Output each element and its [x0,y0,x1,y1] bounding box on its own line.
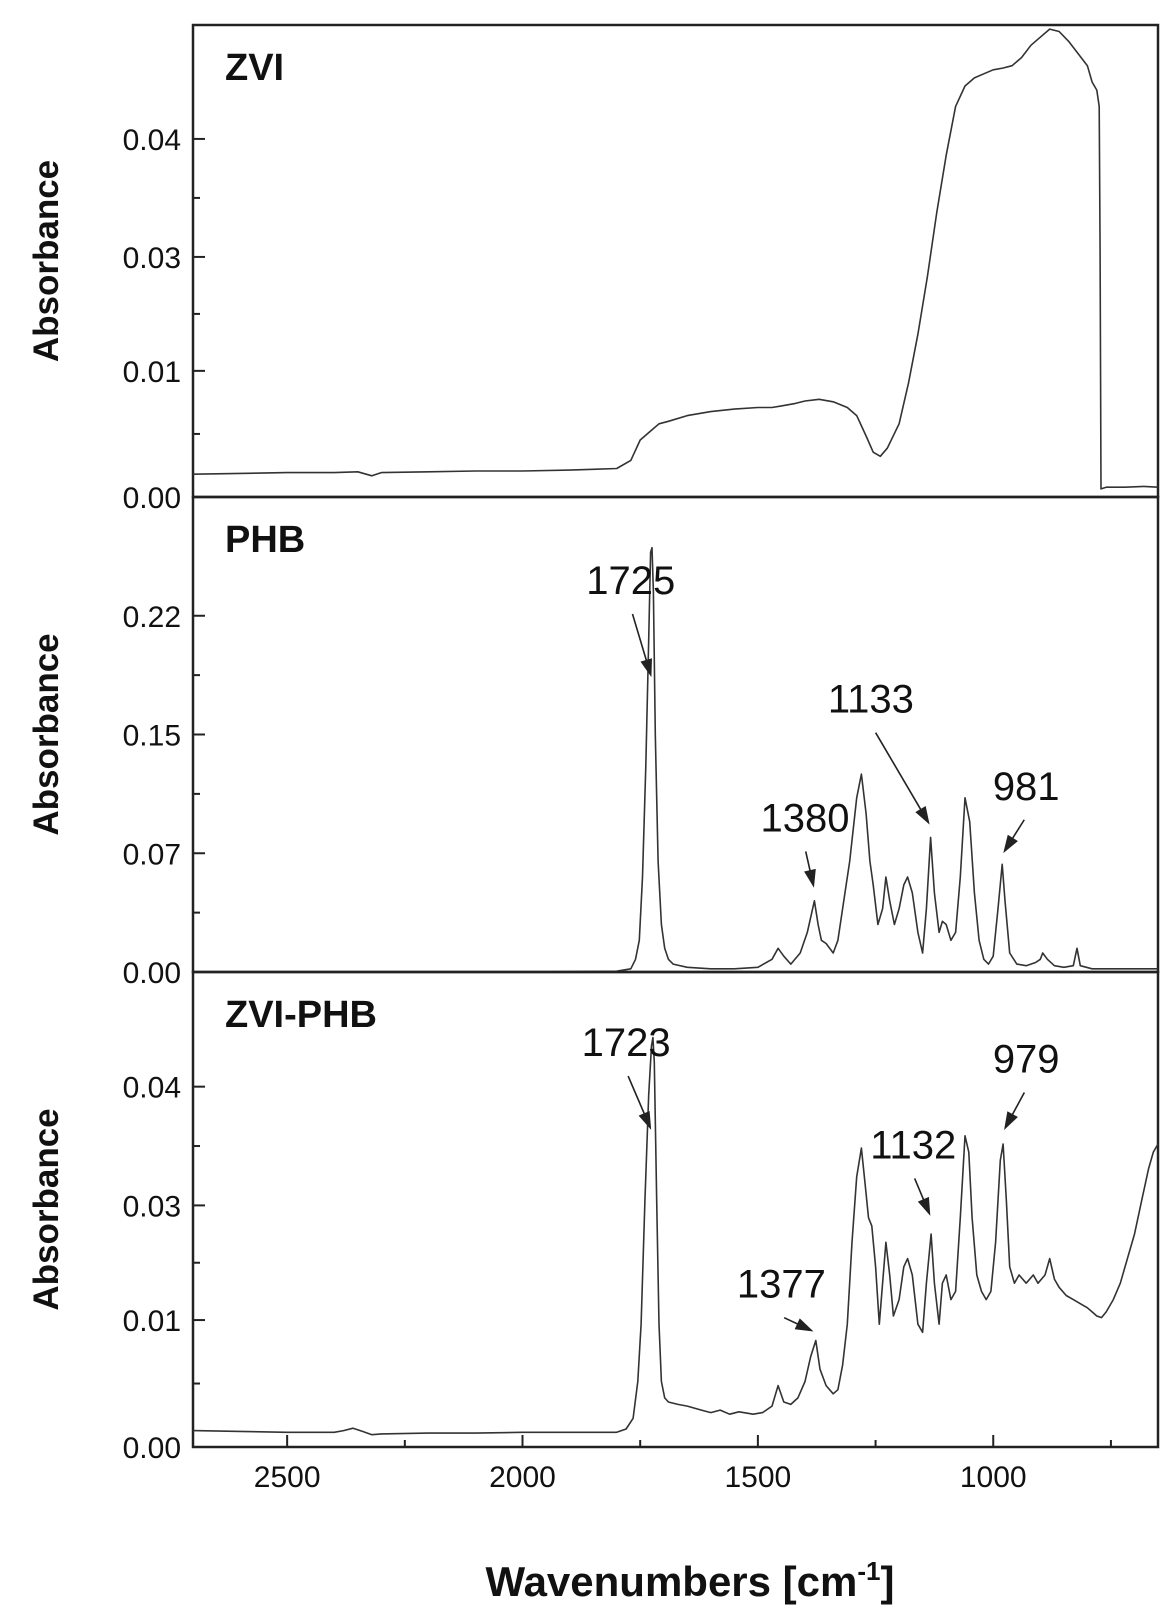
panel-phb: 0.00 0.07 0.15 0.22 Absorbance PHB 1725 1380 113… [27,495,1160,990]
annotation-arrowhead [1003,834,1018,854]
x-tick-label: 1000 [960,1461,1027,1494]
y-axis-title: Absorbance [27,160,66,362]
y-tick-label: 0.03 [123,1190,181,1223]
x-axis-title: Wavenumbers [cm-1] [485,1556,894,1605]
peak-annotation: 1133 [828,678,930,825]
y-tick-label: 0.01 [123,356,181,389]
peak-annotation: 1723 [582,1021,671,1130]
panel-label: PHB [225,519,305,561]
x-tick-label: 1500 [725,1461,792,1494]
peak-annotation: 1380 [760,796,849,888]
peak-label: 1132 [870,1123,956,1167]
peak-label: 979 [993,1037,1060,1081]
panels-group: 0.00 0.01 0.03 0.04 Absorbance ZVI 0.00 0.07 0.1… [27,23,1160,1465]
panel-zvi-phb: 0.00 0.01 0.03 0.04 Absorbance ZVI-PHB 1723 137… [27,970,1160,1465]
spectrum-line [193,546,1158,973]
annotation-arrowhead [915,806,930,825]
peak-label: 1723 [582,1021,671,1065]
peak-label: 1380 [760,796,849,840]
y-axis-title: Absorbance [27,1108,66,1310]
peak-annotation: 1725 [586,559,675,678]
y-tick-label: 0.03 [123,242,181,275]
y-tick-label: 0.00 [123,1432,181,1465]
peak-annotation: 981 [993,765,1060,854]
y-axis-title: Absorbance [27,633,66,835]
annotation-arrowhead [794,1318,814,1332]
peak-annotation: 979 [993,1037,1060,1130]
y-tick-label: 0.22 [123,601,181,634]
x-tick-label: 2000 [489,1461,556,1494]
spectrum-line [192,28,1159,490]
peak-annotation: 1132 [870,1123,956,1216]
x-axis: 2500 2000 1500 1000 [254,1435,1112,1494]
y-tick-label: 0.00 [123,482,181,515]
y-tick-label: 0.04 [123,124,181,157]
annotation-arrow-line [874,732,924,813]
annotation-arrowhead [804,868,816,888]
peak-label: 1133 [828,678,914,722]
x-axis-title-superscript: -1 [857,1556,880,1586]
peak-label: 1377 [737,1263,826,1307]
annotation-arrow-line [627,1075,647,1118]
annotation-arrow-line [1010,1092,1026,1119]
annotation-arrowhead [917,1196,931,1216]
y-tick-label: 0.01 [123,1305,181,1338]
annotation-arrow-line [913,1178,926,1204]
y-tick-label: 0.00 [123,957,181,990]
panel-label: ZVI-PHB [225,994,377,1036]
spectrum-line [192,1036,1159,1436]
x-tick-label: 2500 [254,1461,321,1494]
panel-zvi: 0.00 0.01 0.03 0.04 Absorbance ZVI [27,23,1160,515]
annotation-arrowhead [638,1110,652,1130]
panel-frame [191,23,1160,499]
y-tick-label: 0.04 [123,1072,181,1105]
x-axis-title-close: ] [881,1558,895,1605]
panel-frame [191,495,1160,974]
y-tick-label: 0.07 [123,838,181,871]
panel-frame [191,970,1160,1449]
panel-label: ZVI [225,47,284,89]
peak-label: 981 [993,765,1060,809]
y-tick-label: 0.15 [123,720,181,753]
annotation-arrowhead [640,658,652,678]
peak-label: 1725 [586,559,675,603]
annotation-arrowhead [1004,1111,1018,1130]
peak-annotation: 1377 [737,1263,826,1332]
x-axis-title-main: Wavenumbers [cm [485,1558,857,1605]
annotation-arrow-line [631,613,649,664]
annotation-arrow-line [1010,819,1025,842]
